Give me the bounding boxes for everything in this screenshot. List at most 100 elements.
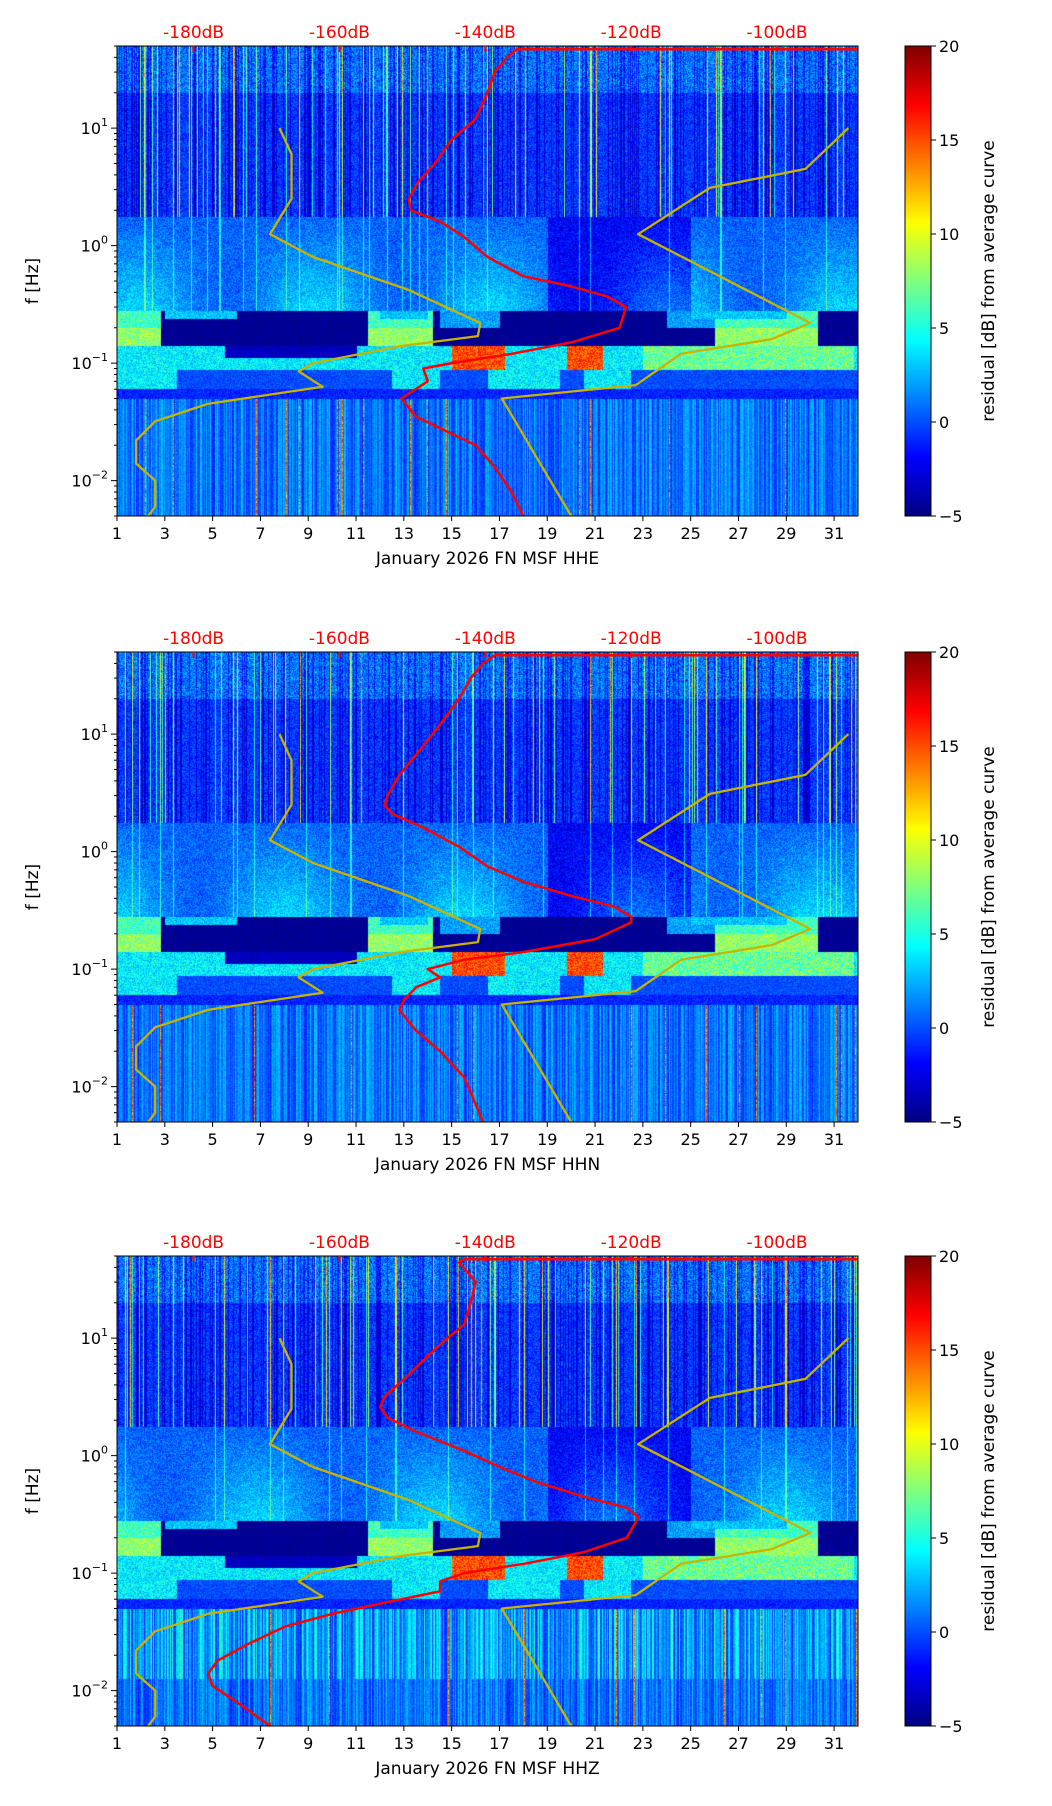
top-axis-label: -100dB [747, 1233, 808, 1253]
x-tick-label: 5 [208, 1130, 218, 1149]
x-tick-label: 21 [585, 524, 605, 543]
x-tick-label: 7 [255, 1734, 265, 1753]
top-axis-label: -180dB [163, 629, 224, 649]
colorbar-label: residual [dB] from average curve [979, 140, 999, 421]
colorbar-frame [904, 45, 932, 517]
x-tick-label: 29 [776, 1130, 796, 1149]
top-axis-label: -120dB [601, 1233, 662, 1253]
x-tick-label: 11 [346, 524, 366, 543]
y-tick-exponent: −2 [92, 469, 108, 482]
x-tick-label: 21 [585, 1734, 605, 1753]
x-tick-label: 23 [633, 1734, 653, 1753]
spectrogram-heatmap [117, 46, 858, 516]
spectrogram-heatmap [117, 652, 858, 1122]
x-tick-label: 9 [303, 524, 313, 543]
y-tick-base: 10 [71, 472, 91, 491]
x-tick-label: 27 [728, 1130, 748, 1149]
x-tick-label: 25 [680, 1130, 700, 1149]
colorbar-tick-label: 5 [939, 1529, 949, 1548]
x-tick-label: 15 [441, 1130, 461, 1149]
x-tick-label: 31 [824, 1734, 844, 1753]
y-tick-exponent: 1 [101, 116, 108, 129]
y-tick-exponent: 0 [101, 840, 108, 853]
x-tick-label: 9 [303, 1734, 313, 1753]
x-tick-label: 1 [112, 1130, 122, 1149]
top-axis-label: -160dB [309, 629, 370, 649]
x-tick-label: 31 [824, 1130, 844, 1149]
x-axis-label: January 2026 FN MSF HHE [375, 549, 599, 569]
y-tick-label: 100 [81, 1444, 108, 1466]
x-tick-label: 5 [208, 524, 218, 543]
colorbar-frame [904, 651, 932, 1123]
top-axis-label: -140dB [455, 629, 516, 649]
average-psd-curve [206, 1257, 858, 1728]
colorbar-tick-label: 15 [939, 131, 959, 150]
top-axis-label: -120dB [601, 23, 662, 43]
x-tick-label: 1 [112, 524, 122, 543]
top-axis-label: -160dB [309, 1233, 370, 1253]
y-tick-exponent: 0 [101, 1444, 108, 1457]
x-tick-label: 3 [160, 524, 170, 543]
x-tick-label: 21 [585, 1130, 605, 1149]
top-axis-label: -180dB [163, 1233, 224, 1253]
y-tick-exponent: −1 [92, 957, 108, 970]
y-tick-label: 101 [81, 722, 108, 744]
y-tick-base: 10 [71, 1564, 91, 1583]
colorbar-tick-label: 20 [939, 643, 959, 662]
y-tick-label: 100 [81, 234, 108, 256]
reference-curve [134, 1337, 482, 1727]
colorbar-tick-label: −5 [939, 1113, 963, 1132]
y-tick-exponent: 1 [101, 1326, 108, 1339]
y-tick-label: 100 [81, 840, 108, 862]
y-tick-exponent: −2 [92, 1075, 108, 1088]
y-axis-label: f [Hz] [23, 1468, 43, 1514]
y-tick-base: 10 [81, 725, 101, 744]
colorbar-tick-label: 15 [939, 1341, 959, 1360]
x-tick-label: 7 [255, 1130, 265, 1149]
x-tick-label: 19 [537, 1130, 557, 1149]
y-axis-label: f [Hz] [23, 258, 43, 304]
colorbar-tick-label: 20 [939, 1247, 959, 1266]
y-tick-label: 10−1 [71, 1561, 108, 1583]
reference-curve [500, 127, 850, 517]
colorbar [905, 652, 931, 1122]
y-tick-label: 101 [81, 1326, 108, 1348]
average-psd-curve [383, 653, 858, 1123]
x-tick-label: 9 [303, 1130, 313, 1149]
colorbar [905, 1256, 931, 1726]
y-tick-base: 10 [81, 237, 101, 256]
x-tick-label: 13 [394, 524, 414, 543]
colorbar-tick-label: 5 [939, 925, 949, 944]
colorbar-tick-label: 20 [939, 37, 959, 56]
x-tick-label: 3 [160, 1130, 170, 1149]
y-tick-label: 10−2 [71, 1075, 108, 1097]
x-tick-label: 13 [394, 1734, 414, 1753]
x-tick-label: 25 [680, 1734, 700, 1753]
x-axis-label: January 2026 FN MSF HHN [374, 1155, 600, 1175]
x-tick-label: 31 [824, 524, 844, 543]
y-tick-base: 10 [71, 960, 91, 979]
colorbar-tick-label: 0 [939, 1623, 949, 1642]
colorbar-tick-label: 0 [939, 1019, 949, 1038]
x-tick-label: 23 [633, 524, 653, 543]
top-axis-label: -140dB [455, 1233, 516, 1253]
axes-frame [116, 651, 859, 1123]
top-axis-label: -140dB [455, 23, 516, 43]
x-tick-label: 15 [441, 524, 461, 543]
top-axis-label: -160dB [309, 23, 370, 43]
top-axis-label: -120dB [601, 629, 662, 649]
colorbar-frame [904, 1255, 932, 1727]
colorbar-tick-label: 10 [939, 225, 959, 244]
x-tick-label: 1 [112, 1734, 122, 1753]
colorbar-tick-label: 10 [939, 1435, 959, 1454]
top-axis-label: -100dB [747, 23, 808, 43]
y-tick-exponent: 0 [101, 234, 108, 247]
y-tick-base: 10 [81, 843, 101, 862]
y-tick-label: 10−2 [71, 1679, 108, 1701]
x-tick-label: 29 [776, 524, 796, 543]
colorbar-tick-label: 0 [939, 413, 949, 432]
y-axis-label: f [Hz] [23, 864, 43, 910]
x-tick-label: 17 [489, 1734, 509, 1753]
axes-frame [116, 45, 859, 517]
y-tick-label: 101 [81, 116, 108, 138]
